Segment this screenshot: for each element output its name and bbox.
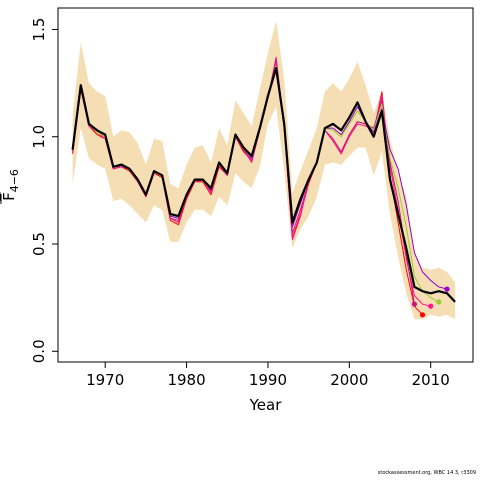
y-tick-label: 1.5: [30, 18, 48, 42]
confidence-band: [72, 20, 456, 320]
y-axis-title-subscript: 4−6: [8, 169, 21, 192]
x-tick-label: 1970: [86, 371, 124, 389]
labels-layer: 1970 1980 1990 2000 2010 0.0 0.5 1.0 1.5 Year F4−6: [0, 18, 450, 414]
endpoint-marker-4: [436, 299, 442, 305]
x-tick-label: 2010: [412, 371, 450, 389]
x-tick-label: 1980: [167, 371, 205, 389]
x-tick-label: 1990: [249, 371, 287, 389]
endpoint-marker-1: [419, 312, 426, 318]
y-axis-title: F4−6: [0, 169, 21, 204]
endpoint-markers-layer: [411, 286, 450, 318]
footer-credit: stockassessment.org, WBC 14 3, r3309: [377, 470, 476, 476]
endpoint-marker-3: [411, 301, 417, 307]
endpoint-marker-2: [428, 303, 434, 309]
y-axis-title-main: F: [0, 192, 18, 201]
plot-frame: [57, 7, 474, 363]
endpoint-marker-5: [444, 286, 450, 292]
series-layer: [71, 56, 456, 316]
x-tick-label: 2000: [330, 371, 368, 389]
series-line-main: [71, 66, 456, 303]
confidence-band-layer: [72, 20, 456, 320]
y-axis-title-text: F4−6: [0, 169, 21, 201]
y-tick-label: 0.5: [30, 232, 48, 256]
y-tick-label: 1.0: [30, 125, 48, 149]
axes-layer: [52, 7, 474, 368]
y-tick-label: 0.0: [30, 339, 48, 363]
x-axis-title: Year: [249, 396, 283, 414]
